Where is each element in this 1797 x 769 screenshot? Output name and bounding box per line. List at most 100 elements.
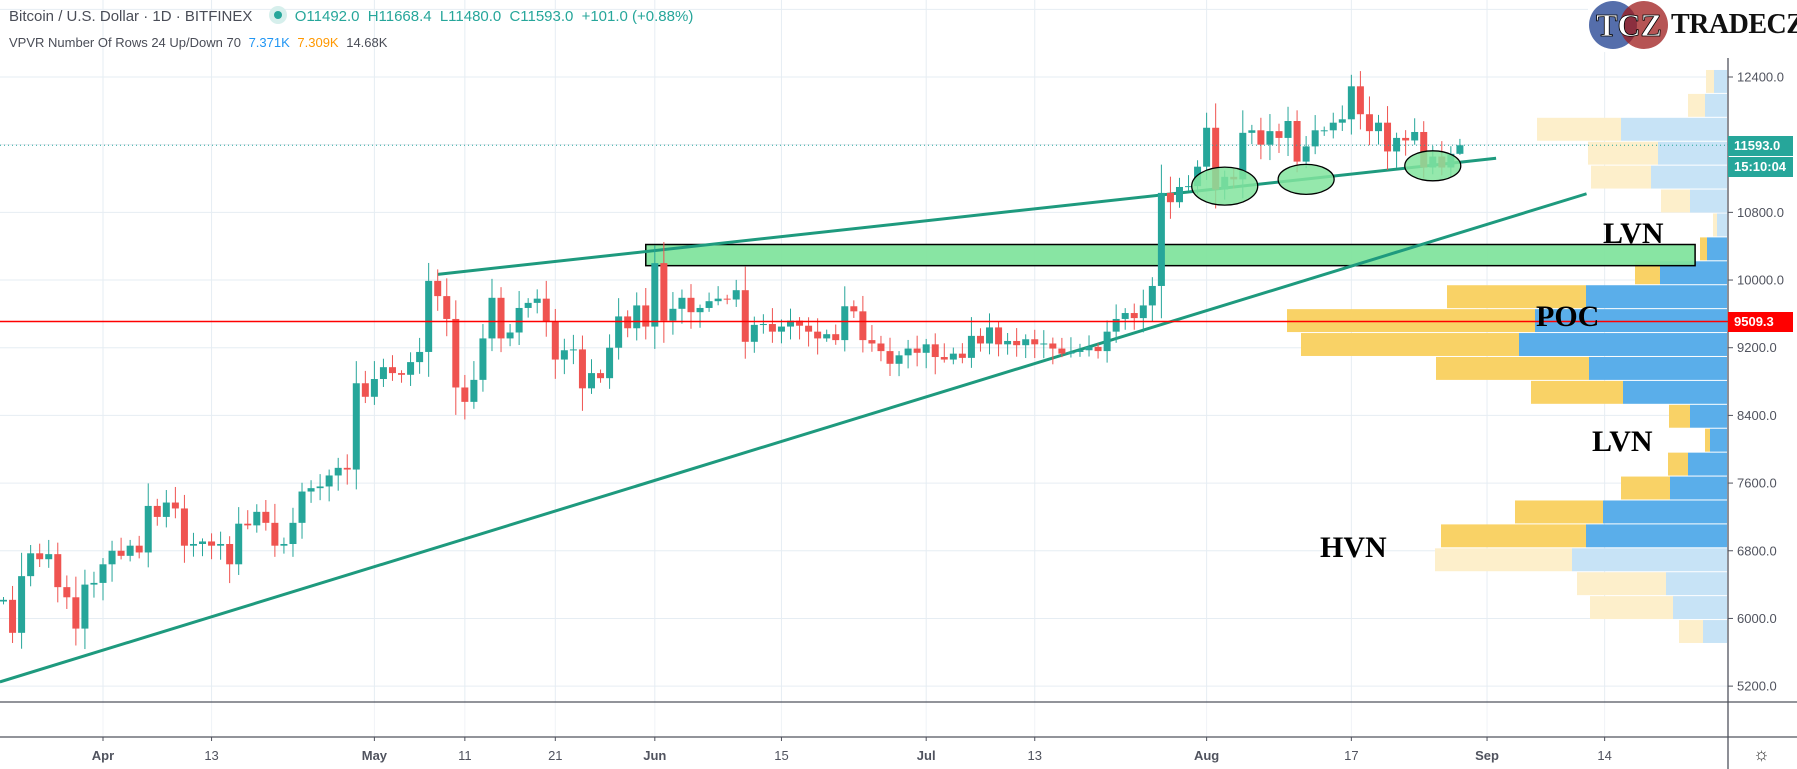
- vp-up-bar: [1589, 356, 1727, 380]
- candle-body: [81, 584, 89, 629]
- down-volume: 7.309K: [297, 35, 339, 50]
- candle-body: [986, 327, 994, 344]
- candle-body: [1094, 346, 1102, 352]
- vp-down-bar: [1591, 165, 1651, 189]
- candle-body: [832, 334, 840, 341]
- candle-body: [940, 357, 948, 360]
- candle-body: [36, 553, 44, 560]
- candle-body: [606, 347, 614, 379]
- candle-body: [542, 298, 550, 322]
- candle-body: [515, 307, 523, 333]
- last-price-label: 11593.0: [1728, 136, 1793, 156]
- candle-body: [1420, 131, 1428, 168]
- vp-down-bar: [1700, 237, 1707, 261]
- retest-ellipse: [1191, 166, 1259, 206]
- price-tick-label: 8400.0: [1737, 408, 1777, 423]
- time-tick-label: May: [362, 748, 388, 763]
- candle-body: [1013, 340, 1021, 346]
- candle-body: [741, 290, 749, 342]
- candle-body: [1356, 86, 1364, 115]
- candle-body: [1058, 348, 1066, 354]
- candle-body: [280, 543, 288, 546]
- candle-body: [1203, 127, 1211, 167]
- candle-body: [99, 564, 107, 583]
- vp-up-bar: [1586, 524, 1727, 548]
- vp-up-bar: [1703, 620, 1727, 643]
- vp-down-bar: [1635, 261, 1660, 285]
- candle-body: [307, 488, 315, 492]
- candles: [0, 71, 1464, 650]
- candle-body: [434, 280, 442, 297]
- candle-body: [325, 475, 333, 487]
- candle-body: [461, 387, 469, 402]
- vp-down-bar: [1668, 452, 1688, 476]
- candle-body: [859, 311, 867, 341]
- time-tick-label: 13: [1028, 748, 1042, 763]
- candle-body: [271, 522, 279, 546]
- candle-body: [298, 491, 306, 523]
- vp-down-bar: [1713, 213, 1717, 237]
- candle-body: [398, 373, 406, 375]
- candle-body: [171, 502, 179, 509]
- candle-body: [162, 502, 170, 517]
- candle-body: [506, 332, 514, 339]
- tradecz-logo: TCZ TRADECZ: [1588, 0, 1797, 52]
- vp-up-bar: [1621, 117, 1727, 141]
- time-tick-label: Aug: [1194, 748, 1219, 763]
- candle-body: [153, 505, 161, 517]
- candle-body: [660, 263, 668, 321]
- candle-body: [1022, 339, 1030, 346]
- candle-body: [1139, 305, 1147, 319]
- vp-down-bar: [1301, 333, 1519, 356]
- symbol-title[interactable]: Bitcoin / U.S. Dollar · 1D · BITFINEX: [9, 8, 253, 25]
- candle-body: [1103, 331, 1111, 352]
- candle-body: [189, 543, 197, 546]
- candle-body: [759, 324, 767, 326]
- total-volume: 14.68K: [346, 35, 388, 50]
- settings-gear-icon[interactable]: ☼: [1753, 744, 1770, 764]
- candle-body: [551, 321, 559, 360]
- candle-body: [524, 302, 532, 308]
- vp-up-bar: [1651, 165, 1727, 189]
- bar-countdown-label: 15:10:04: [1728, 157, 1793, 177]
- candle-body: [0, 599, 7, 602]
- vp-up-bar: [1717, 213, 1727, 237]
- candle-body: [470, 379, 478, 402]
- time-tick-label: Jun: [643, 748, 666, 763]
- ohlc-close: C11593.0: [509, 8, 574, 25]
- vp-up-bar: [1572, 548, 1727, 572]
- candle-body: [497, 297, 505, 339]
- candle-body: [334, 467, 342, 476]
- vp-down-bar: [1688, 93, 1705, 117]
- vp-up-bar: [1705, 93, 1727, 117]
- candle-body: [1148, 285, 1156, 306]
- candle-body: [117, 550, 125, 556]
- candle-body: [578, 349, 586, 389]
- candle-body: [1374, 122, 1382, 132]
- time-tick-label: 15: [774, 748, 788, 763]
- candle-body: [1275, 131, 1283, 138]
- candle-body: [1175, 186, 1183, 203]
- price-tick-label: 9200.0: [1737, 340, 1777, 355]
- indicator-legend[interactable]: VPVR Number Of Rows 24 Up/Down 70 7.371K…: [9, 35, 391, 50]
- candle-body: [72, 597, 80, 629]
- vp-up-bar: [1707, 237, 1727, 261]
- time-tick-label: 11: [458, 748, 472, 763]
- candle-body: [1393, 137, 1401, 152]
- candle-body: [1185, 186, 1193, 188]
- vp-down-bar: [1515, 500, 1603, 524]
- candle-body: [1004, 340, 1012, 345]
- vp-down-bar: [1590, 596, 1673, 620]
- candle-body: [1130, 313, 1138, 319]
- candle-body: [1121, 313, 1129, 319]
- time-tick-label: Sep: [1475, 748, 1499, 763]
- candle-body: [850, 306, 858, 312]
- vp-up-bar: [1603, 500, 1727, 524]
- price-tick-label: 10800.0: [1737, 205, 1784, 220]
- candle-body: [705, 301, 713, 308]
- candle-body: [343, 467, 351, 470]
- candle-body: [678, 297, 686, 309]
- candle-body: [1347, 86, 1355, 120]
- retest-ellipse: [1277, 163, 1335, 196]
